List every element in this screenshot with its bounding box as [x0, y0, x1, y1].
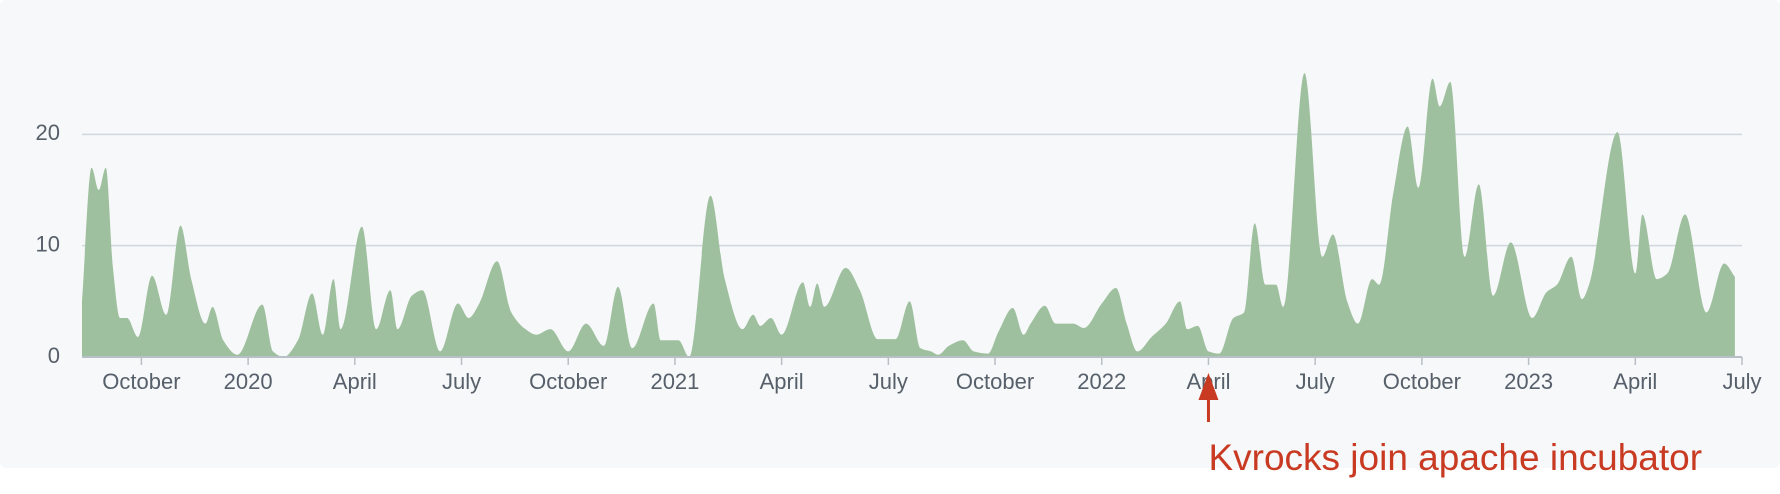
x-tick-label: July [1722, 369, 1761, 394]
x-tick-label: October [102, 369, 180, 394]
x-tick-label: 2023 [1504, 369, 1553, 394]
y-tick-label: 10 [36, 231, 60, 256]
x-tick-label: October [529, 369, 607, 394]
panel-background [0, 0, 1780, 468]
x-tick-label: October [1383, 369, 1461, 394]
x-tick-label: July [869, 369, 908, 394]
annotation-text: Kvrocks join apache incubator [1208, 437, 1702, 478]
x-tick-label: April [1613, 369, 1657, 394]
x-tick-label: 2022 [1077, 369, 1126, 394]
x-tick-label: July [1296, 369, 1335, 394]
x-tick-label: July [442, 369, 481, 394]
x-tick-label: April [760, 369, 804, 394]
y-tick-label: 20 [36, 120, 60, 145]
x-tick-label: April [333, 369, 377, 394]
y-tick-label: 0 [48, 343, 60, 368]
x-tick-label: October [956, 369, 1034, 394]
annotation-arrow-head [1198, 373, 1219, 400]
x-tick-label: 2020 [224, 369, 273, 394]
x-tick-label: 2021 [650, 369, 699, 394]
area [82, 73, 1735, 357]
